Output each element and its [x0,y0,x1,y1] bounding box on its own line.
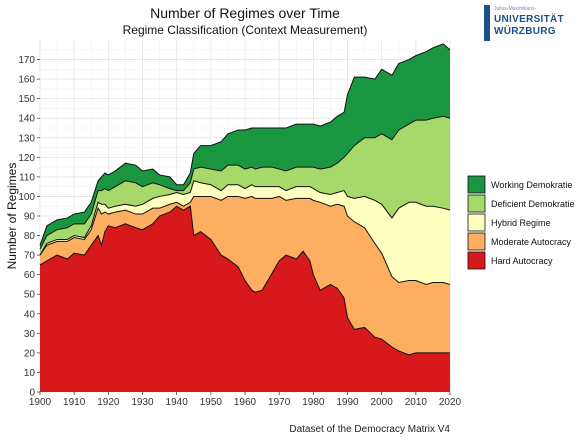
x-tick-label: 2010 [405,397,428,408]
x-tick-label: 1980 [302,397,325,408]
logo-line-2: WÜRZBURG [494,26,556,37]
y-tick-label: 110 [19,172,35,183]
boundary-moderate-autocracy [39,195,451,285]
legend-swatch-moderate-autocracy [467,232,486,251]
legend-label-working-demokratie: Working Demokratie [491,180,572,190]
y-tick-label: 120 [18,153,35,164]
x-tick-label: 1900 [29,397,52,408]
area-hard-autocracy [40,206,450,392]
y-axis-label: Number of Regimes [5,163,19,270]
y-tick-label: 20 [24,348,36,359]
y-tick-label: 160 [18,75,35,86]
y-tick-label: 50 [24,290,36,301]
y-tick-label: 80 [24,231,36,242]
logo-small-text: Julius-Maximilians- [494,6,537,12]
boundary-deficient-demokratie [39,115,451,250]
chart-caption: Dataset of the Democracy Matrix V4 [289,424,450,435]
legend-swatch-deficient-demokratie [467,194,486,213]
y-tick-label: 170 [18,55,35,66]
y-tick-label: 140 [18,114,35,125]
x-tick-label: 1950 [200,397,223,408]
chart-subtitle: Regime Classification (Context Measureme… [122,23,368,37]
area-deficient-demokratie [40,116,450,256]
y-tick-label: 40 [24,309,36,320]
legend-swatch-working-demokratie [467,175,486,194]
y-tick-label: 100 [18,192,35,203]
boundary-hard-autocracy [39,205,450,356]
area-boundaries [39,43,451,356]
y-tick-label: 150 [18,94,35,105]
x-tick-label: 1990 [336,397,359,408]
x-tick-label: 1940 [166,397,189,408]
y-axis: 0 10 20 30 40 50 60 70 80 90 100 110 120 130 140 150 160… [18,55,40,399]
legend-swatch-hard-autocracy [467,251,486,270]
y-tick-label: 130 [18,133,35,144]
boundary-hybrid-regime [39,180,451,256]
university-logo: Julius-Maximilians- UNIVERSITÄT WÜRZBURG [484,5,580,41]
legend: Working Demokratie Deficient Demokratie Hy… [467,175,575,270]
x-tick-label: 1930 [131,397,154,408]
legend-label-hybrid-regime: Hybrid Regime [491,218,551,228]
logo-line-1: UNIVERSITÄT [494,14,564,25]
y-tick-label: 70 [24,251,36,262]
y-tick-label: 0 [29,388,35,399]
area-hybrid-regime [40,180,450,285]
boundary-working-demokratie [39,43,451,246]
x-tick-label: 1920 [97,397,120,408]
legend-label-hard-autocracy: Hard Autocracy [491,256,553,266]
y-tick-label: 90 [24,212,36,223]
x-tick-label: 1960 [234,397,257,408]
logo-bar [484,5,490,41]
y-tick-label: 30 [24,329,36,340]
chart-title: Number of Regimes over Time [150,5,340,21]
legend-swatch-hybrid-regime [467,213,486,232]
x-tick-label: 2020 [439,397,462,408]
x-tick-label: 2000 [371,397,394,408]
x-axis: 1900 1910 1920 1930 1940 1950 1960 1970 1980 1990… [29,392,462,408]
y-tick-label: 10 [24,368,36,379]
legend-label-moderate-autocracy: Moderate Autocracy [491,237,572,247]
legend-label-deficient-demokratie: Deficient Demokratie [491,199,575,209]
x-tick-label: 1910 [63,397,86,408]
x-tick-label: 1970 [268,397,291,408]
y-tick-label: 60 [24,270,36,281]
